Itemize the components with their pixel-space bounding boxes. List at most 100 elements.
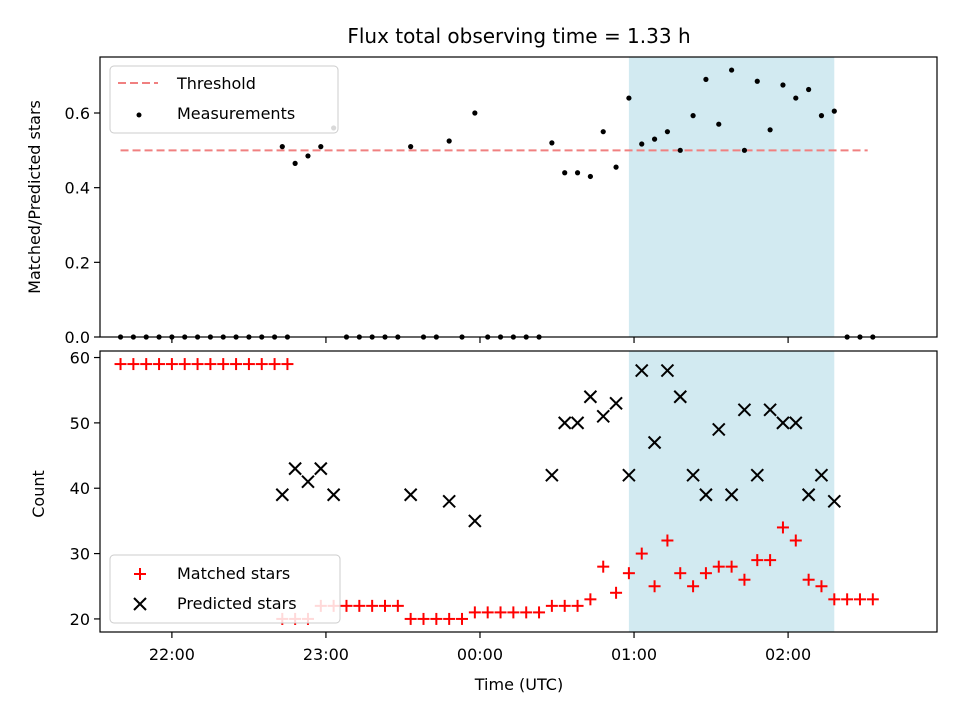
matched-star-point [217,358,230,371]
measurement-point [472,110,478,116]
matched-star-point [165,358,178,371]
matched-star-point [204,358,217,371]
matched-star-point [443,612,456,625]
top-y-tick-label: 0.6 [65,104,90,123]
bottom-panel: 20 30 40 50 60 22:00 23:00 00:00 01:00 02:00 Cou… [29,349,938,694]
measurement-point [292,160,298,166]
bottom-x-tick-label: 02:00 [765,645,811,664]
predicted-star-point [609,396,623,410]
matched-star-point [674,567,687,580]
bottom-y-tick-label: 20 [70,610,90,629]
matched-star-point [815,580,828,593]
top-y-ticks: 0.0 0.2 0.4 0.6 [65,104,100,347]
predicted-star-point [801,488,816,502]
measurement-point [664,129,671,135]
legend-matched-swatch [134,568,146,580]
matched-star-point [610,586,623,599]
measurement-point [690,113,696,119]
measurement-point [408,144,414,150]
legend-matched-label: Matched stars [177,564,290,583]
measurement-point [613,164,619,170]
matched-star-point [353,599,366,612]
bottom-legend: Matched stars Predicted stars [109,554,341,624]
bottom-y-tick-label: 30 [70,545,90,564]
predicted-star-point [750,468,764,482]
matched-star-point [468,606,481,619]
matched-star-point [178,358,191,371]
matched-star-point [622,567,635,580]
matched-star-point [828,593,841,606]
predicted-star-point [673,390,687,404]
top-y-axis-label: Matched/Predicted stars [25,100,44,294]
measurement-point [780,82,786,88]
predicted-star-point [558,416,572,430]
predicted-star-point [635,363,649,378]
measurement-point [818,113,825,119]
measurement-point [549,140,555,146]
measurement-point [562,170,568,176]
matched-star-point [242,358,255,371]
top-legend: Threshold Measurements [109,65,339,134]
legend-measurements-swatch [136,112,142,118]
measurement-point [626,95,632,101]
measurement-point [729,67,735,73]
measurement-point [793,95,799,101]
matched-star-point [281,358,294,371]
measurement-point [703,76,709,82]
predicted-star-point [789,416,803,430]
matched-star-point [597,560,610,573]
top-panel: 0.0 0.2 0.4 0.6 Matched/Predicted stars Thr… [25,56,938,347]
matched-star-point [776,521,789,534]
predicted-star-point [275,488,289,502]
matched-star-point [841,593,854,606]
x-axis-label: Time (UTC) [474,675,563,694]
predicted-star-point [596,409,610,424]
bottom-legend-box [109,554,341,624]
predicted-star-point [699,488,713,502]
bottom-y-ticks: 20 30 40 50 60 [70,349,100,629]
matched-star-point [153,358,166,371]
measurement-point [574,170,581,176]
predicted-star-point [570,416,585,430]
matched-star-point [140,358,153,371]
predicted-star-point [301,474,315,489]
matched-star-point [751,554,764,567]
matched-star-point [114,358,127,371]
matched-star-point [417,612,430,625]
predicted-star-point [814,468,829,482]
matched-star-point [230,358,243,371]
bottom-shade-rect [628,351,835,632]
matched-star-point [404,612,417,625]
bottom-x-tick-label: 23:00 [303,645,349,664]
matched-star-point [584,593,597,606]
matched-star-point [481,606,494,619]
top-y-tick-label: 0.4 [65,179,90,198]
bottom-x-tick-label: 00:00 [457,645,503,664]
measurement-point [639,141,645,147]
bottom-x-tick-label: 22:00 [149,645,195,664]
matched-star-point [533,606,546,619]
top-y-tick-label: 0.2 [65,253,90,272]
predicted-star-point [737,403,752,417]
matched-star-point [378,599,391,612]
predicted-star-point [647,435,662,450]
predicted-star-point [763,403,777,417]
matched-star-point [661,534,674,547]
matched-star-point [789,534,802,547]
bottom-y-axis-label: Count [29,470,48,518]
count-points [114,358,879,625]
measurement-point [446,138,452,144]
matched-star-point [366,599,379,612]
matched-star-point [571,599,584,612]
matched-star-point [191,358,204,371]
top-y-tick-label: 0.0 [65,328,90,347]
matched-star-point [430,612,443,625]
matched-star-point [545,599,558,612]
bottom-y-tick-label: 40 [70,479,90,498]
measurement-point [279,144,285,150]
matched-star-point [494,606,507,619]
bottom-y-tick-label: 60 [70,349,90,368]
matched-star-point [764,554,777,567]
legend-measurements-label: Measurements [177,104,295,123]
